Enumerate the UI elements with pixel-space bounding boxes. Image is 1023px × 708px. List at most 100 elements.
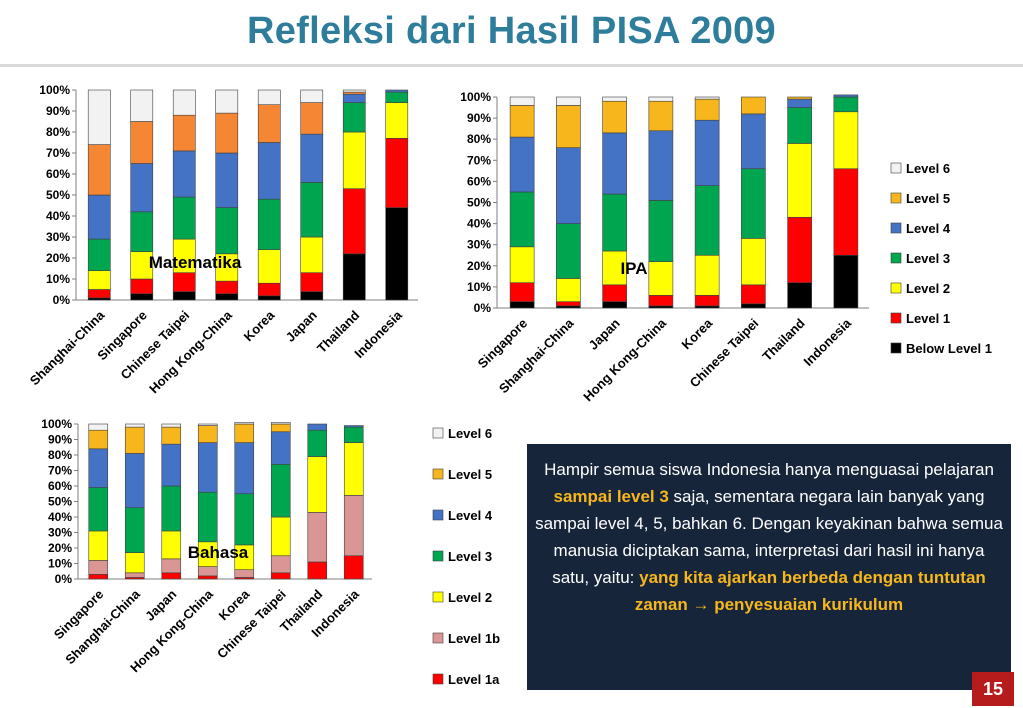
math-bar-hong-kong-china-level-6 — [215, 89, 239, 114]
reading-bar-thailand-level-1b — [307, 512, 328, 563]
science-bar-japan-level-2 — [602, 250, 627, 286]
science-category-label: Japan — [586, 315, 623, 352]
slide-title: Refleksi dari Hasil PISA 2009 — [246, 10, 776, 52]
math-y-tick-label: 90% — [46, 104, 70, 118]
reading-bar-thailand-level-1a — [307, 561, 328, 580]
science-bar-thailand-level-4 — [787, 98, 812, 108]
science-bar-indonesia-level-1 — [833, 168, 859, 256]
science-bar-korea-level-3 — [694, 185, 720, 256]
conclusion-highlight-1: sampai level 3 — [553, 487, 669, 506]
reading-bar-hong-kong-china-level-4 — [197, 442, 218, 493]
science-bar-korea-level-5 — [694, 98, 720, 121]
reading-y-tick-label: 0% — [55, 572, 73, 586]
reading-bar-singapore-level-1b — [88, 560, 109, 575]
math-bar-indonesia-level-4 — [385, 89, 409, 93]
reading-bar-hong-kong-china-level-3 — [197, 491, 218, 543]
science-bar-shanghai-china-level-2 — [556, 278, 581, 302]
science-bar-chinese-taipei-level-4 — [741, 113, 766, 170]
science-bar-thailand-level-3 — [787, 107, 812, 144]
reading-bar-shanghai-china-level-6 — [124, 423, 145, 428]
science-y-tick-label: 10% — [467, 280, 491, 294]
science-bar-indonesia-level-3 — [833, 96, 859, 113]
conclusion-textbox: Hampir semua siswa Indonesia hanya mengu… — [527, 444, 1011, 690]
science-y-tick-label: 20% — [467, 259, 491, 273]
reading-bar-chinese-taipei-level-1b — [270, 555, 291, 574]
math-subject-label: Matematika — [149, 253, 242, 272]
reading-bar-hong-kong-china-level-6 — [197, 423, 218, 426]
reading-legend-swatch-level-1b — [432, 632, 444, 644]
science-bar-japan-level-5 — [602, 100, 627, 134]
reading-bar-japan-level-6 — [161, 423, 182, 428]
science-bar-indonesia-level-4 — [833, 94, 859, 98]
reading-bar-shanghai-china-level-2 — [124, 552, 145, 574]
reading-bar-hong-kong-china-level-1a — [197, 575, 218, 580]
science-bar-singapore-level-2 — [509, 246, 535, 283]
reading-bar-chinese-taipei-level-5 — [270, 423, 291, 433]
science-bar-japan-level-3 — [602, 193, 627, 252]
reading-bar-chinese-taipei-level-1a — [270, 572, 291, 580]
science-legend-swatch-level-3 — [890, 252, 902, 264]
conclusion-text-2: saja, sementara negara lain banyak yang … — [535, 487, 1003, 587]
reading-y-tick-label: 40% — [48, 510, 72, 524]
science-bar-chinese-taipei-below-level-1 — [741, 303, 766, 309]
reading-bar-singapore-level-1a — [88, 574, 109, 580]
math-bar-japan-level-6 — [300, 89, 324, 103]
reading-legend-swatch-level-3 — [432, 550, 444, 562]
reading-y-tick-label: 60% — [48, 479, 72, 493]
science-legend-label: Level 3 — [906, 251, 950, 266]
science-bar-korea-below-level-1 — [694, 305, 720, 309]
science-bar-thailand-below-level-1 — [787, 282, 812, 309]
science-bar-japan-level-4 — [602, 132, 627, 195]
reading-bar-thailand-level-4 — [307, 423, 328, 431]
title-divider — [0, 64, 1023, 67]
math-y-tick-label: 60% — [46, 167, 70, 181]
reading-legend-label: Level 2 — [448, 590, 492, 605]
page-number: 15 — [972, 672, 1014, 706]
science-legend-label: Level 1 — [906, 311, 950, 326]
science-chart: 0%10%20%30%40%50%60%70%80%90%100%Singapo… — [460, 90, 992, 404]
reading-legend-swatch-level-6 — [432, 427, 444, 439]
reading-legend-label: Level 5 — [448, 467, 492, 482]
reading-bar-indonesia-level-2 — [343, 442, 364, 496]
math-y-tick-label: 0% — [53, 293, 71, 307]
reading-bar-hong-kong-china-level-5 — [197, 425, 218, 443]
science-bar-hong-kong-china-level-3 — [648, 200, 674, 262]
science-legend-swatch-level-6 — [890, 162, 902, 174]
conclusion-highlight-3: penyesuaian kurikulum — [709, 595, 904, 614]
math-bar-korea-level-6 — [257, 89, 281, 105]
reading-bar-singapore-level-4 — [88, 448, 109, 488]
math-y-tick-label: 70% — [46, 146, 70, 160]
science-bar-hong-kong-china-level-2 — [648, 261, 674, 296]
science-bar-chinese-taipei-level-5 — [741, 96, 766, 115]
science-y-tick-label: 70% — [467, 153, 491, 167]
math-bar-thailand-level-6 — [342, 89, 366, 93]
science-y-tick-label: 40% — [467, 217, 491, 231]
science-bar-hong-kong-china-below-level-1 — [648, 305, 674, 309]
science-bar-korea-level-4 — [694, 119, 720, 186]
reading-bar-shanghai-china-level-5 — [124, 426, 145, 454]
reading-bar-korea-level-5 — [234, 423, 255, 443]
science-legend-label: Level 4 — [906, 221, 951, 236]
science-legend-swatch-level-4 — [890, 222, 902, 234]
reading-bar-chinese-taipei-level-6 — [270, 422, 291, 425]
science-bar-singapore-level-5 — [509, 105, 535, 138]
science-bar-japan-below-level-1 — [602, 301, 627, 309]
reading-bar-singapore-level-6 — [88, 423, 109, 431]
reading-bar-japan-level-5 — [161, 426, 182, 445]
math-y-tick-label: 80% — [46, 125, 70, 139]
science-bar-shanghai-china-level-4 — [556, 147, 581, 224]
science-bar-shanghai-china-level-6 — [556, 96, 581, 106]
reading-legend-label: Level 1b — [448, 631, 500, 646]
reading-bar-chinese-taipei-level-4 — [270, 431, 291, 465]
reading-y-tick-label: 80% — [48, 448, 72, 462]
math-y-tick-label: 40% — [46, 209, 70, 223]
right-arrow-icon: → — [692, 595, 710, 614]
reading-bar-indonesia-level-3 — [343, 426, 364, 443]
science-bar-shanghai-china-below-level-1 — [556, 305, 581, 309]
science-category-label: Thailand — [759, 315, 807, 363]
reading-bar-japan-level-3 — [161, 485, 182, 532]
reading-y-tick-label: 90% — [48, 433, 72, 447]
science-legend-label: Level 6 — [906, 161, 950, 176]
science-bar-thailand-level-5 — [787, 96, 812, 100]
science-legend-swatch-level-5 — [890, 192, 902, 204]
